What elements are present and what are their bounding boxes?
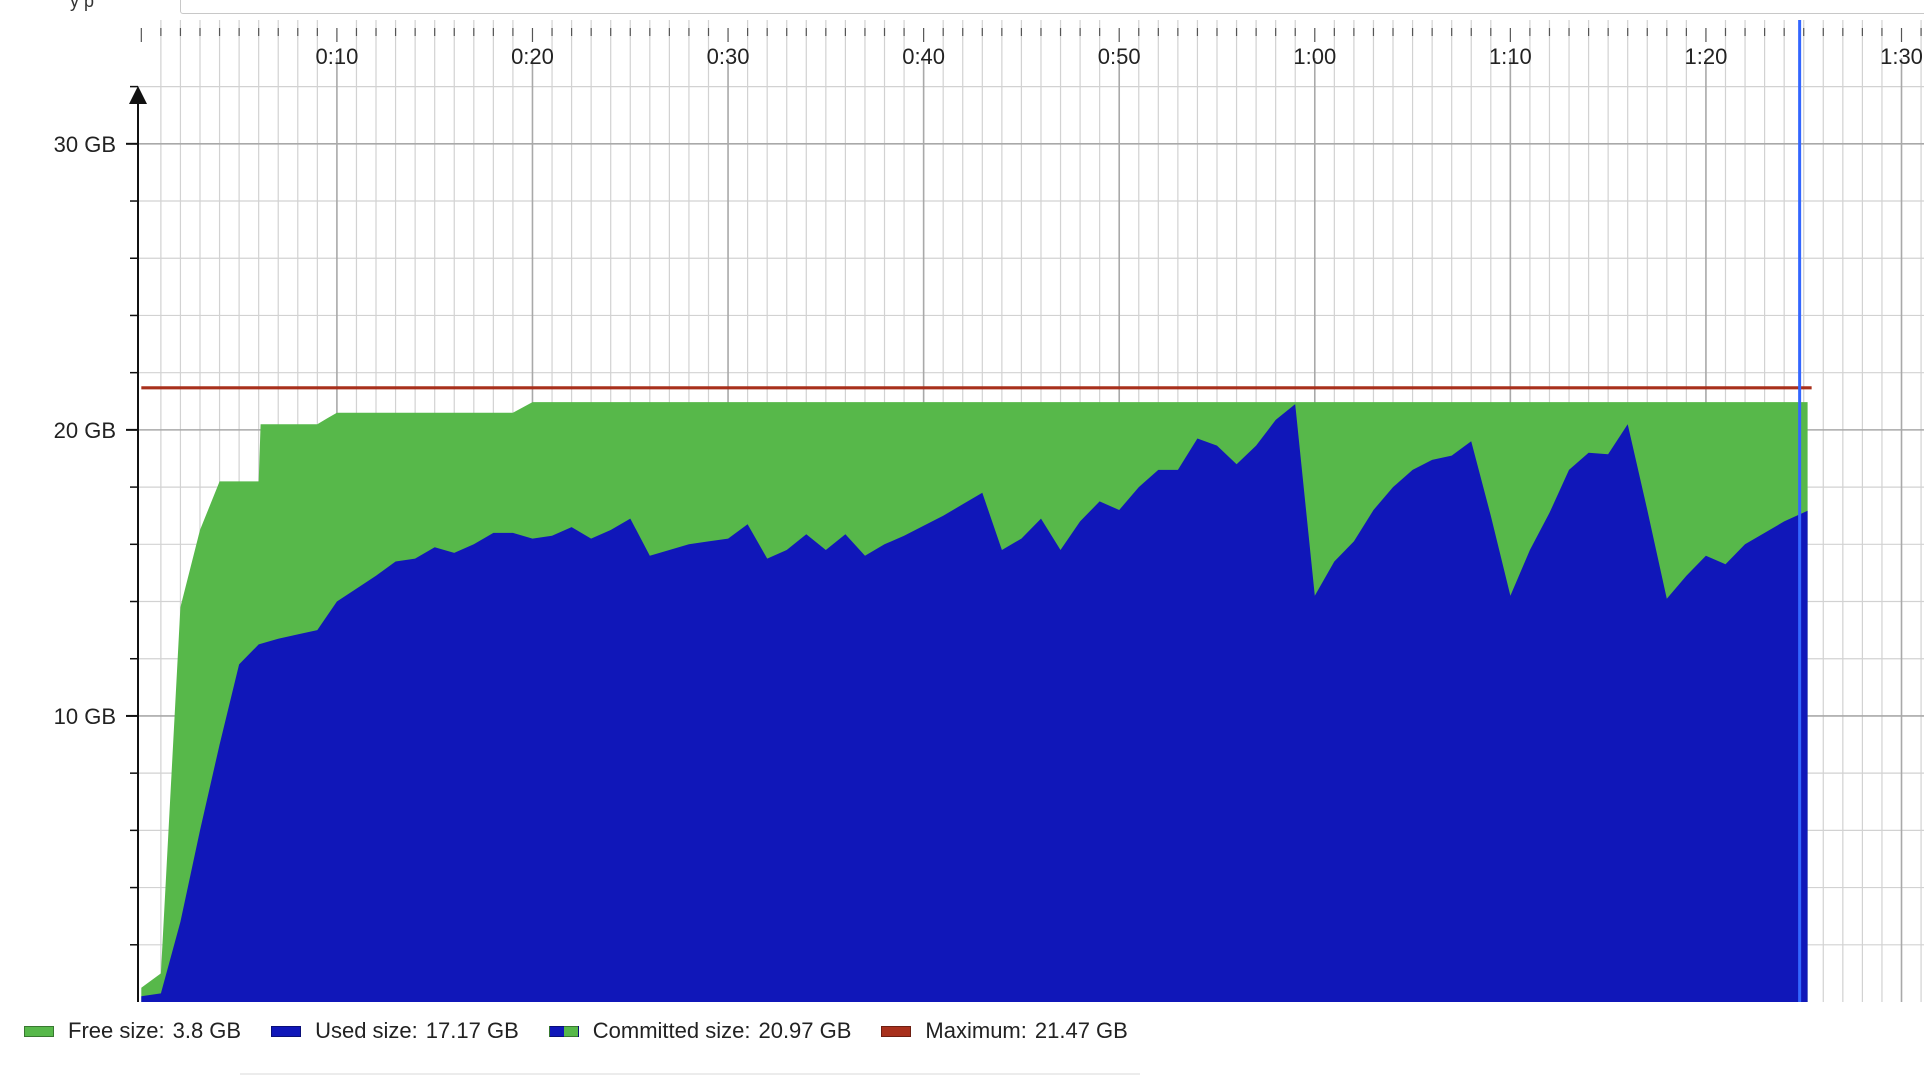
- y-axis-arrow-icon: [129, 86, 147, 104]
- legend-swatch-maximum: [881, 1025, 912, 1037]
- x-tick-label: 0:20: [511, 44, 554, 69]
- bottom-divider: [240, 1073, 1140, 1075]
- x-tick-label: 1:00: [1293, 44, 1336, 69]
- legend-swatch-free: [24, 1025, 54, 1037]
- y-tick-label: 20 GB: [54, 418, 116, 443]
- legend-swatch-committed: [548, 1025, 579, 1037]
- legend-label-used: Used size:: [315, 1018, 418, 1043]
- y-tick-label: 30 GB: [54, 132, 116, 157]
- y-tick-label: 10 GB: [54, 704, 116, 729]
- legend-label-maximum: Maximum:: [925, 1018, 1027, 1043]
- legend-value-committed: 20.97 GB: [758, 1018, 852, 1043]
- legend-item-free: Free size: 3.8 GB: [24, 1018, 241, 1044]
- x-tick-label: 1:30: [1880, 44, 1923, 69]
- toolbar-input-field[interactable]: [180, 0, 1924, 14]
- used-area: [141, 404, 1808, 1003]
- x-tick-label: 0:40: [902, 44, 945, 69]
- legend-item-committed: Committed size: 20.97 GB: [548, 1018, 852, 1044]
- x-tick-label: 1:10: [1489, 44, 1532, 69]
- legend-item-used: Used size: 17.17 GB: [271, 1018, 519, 1044]
- legend-label-committed: Committed size:: [592, 1018, 751, 1043]
- axes: [126, 28, 1922, 1002]
- area-series: [141, 402, 1808, 1003]
- toolbar-label: y p: [70, 0, 95, 11]
- legend-value-free: 3.8 GB: [172, 1018, 242, 1043]
- x-tick-label: 0:10: [315, 44, 358, 69]
- top-toolbar-strip: y p: [0, 0, 1924, 14]
- legend: Free size: 3.8 GB Used size: 17.17 GB Co…: [24, 1016, 1158, 1046]
- line-series: [141, 20, 1812, 1002]
- memory-usage-chart: 0:10 0:20 0:30 0:40 0:50 1:00 1:10 1:20 1:30 10 G…: [54, 20, 1924, 1003]
- legend-label-free: Free size:: [68, 1018, 165, 1043]
- legend-item-maximum: Maximum: 21.47 GB: [881, 1018, 1128, 1044]
- legend-swatch-used: [271, 1025, 302, 1037]
- legend-value-used: 17.17 GB: [425, 1018, 519, 1043]
- legend-value-maximum: 21.47 GB: [1034, 1018, 1128, 1043]
- x-tick-label: 0:30: [707, 44, 750, 69]
- tick-labels: 0:10 0:20 0:30 0:40 0:50 1:00 1:10 1:20 1:30 10 G…: [54, 44, 1923, 729]
- x-tick-label: 1:20: [1685, 44, 1728, 69]
- x-tick-label: 0:50: [1098, 44, 1141, 69]
